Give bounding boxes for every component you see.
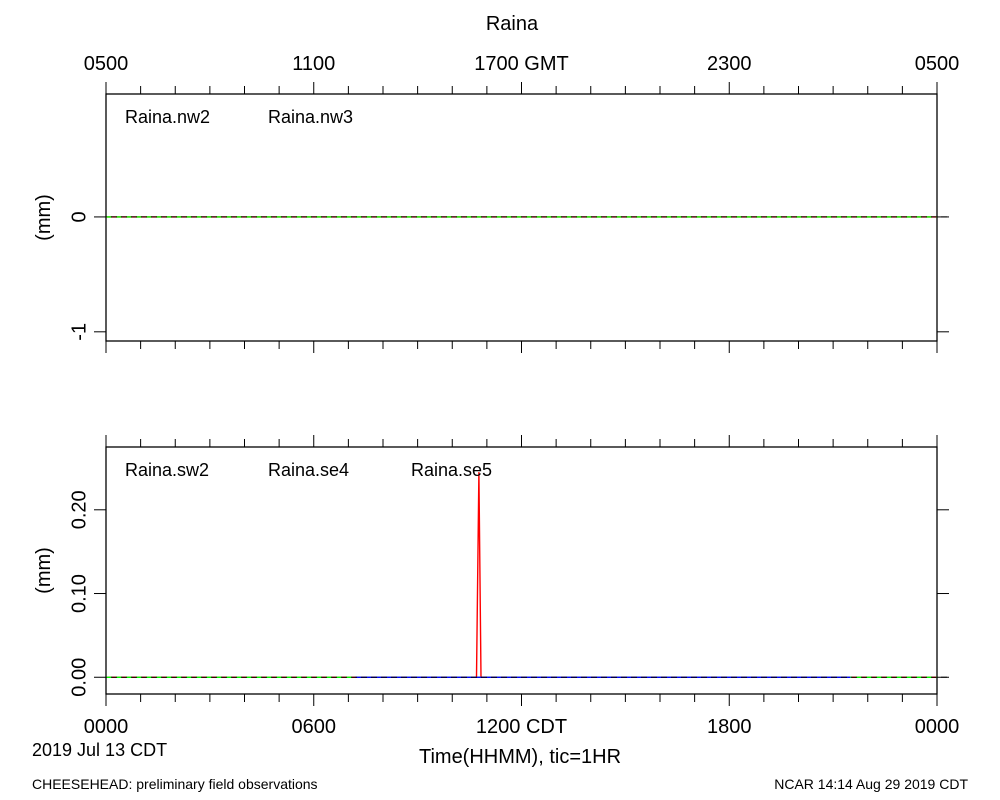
footer-right-text: NCAR 14:14 Aug 29 2019 CDT [774, 776, 968, 792]
y-tick-label: 0 [68, 211, 90, 222]
gmt-tick-label: 0500 [915, 53, 960, 75]
plot-frame [105, 446, 938, 695]
y-tick-label: 0.10 [68, 574, 90, 613]
y-axis-title: (mm) [33, 547, 55, 594]
legend-label: Raina.se4 [268, 460, 349, 480]
lower-panel: 0.00 0.10 0.20 (mm) Raina.sw2 Raina.se4 Raina.… [33, 435, 949, 706]
chart-title: Raina [486, 13, 539, 35]
gmt-tick-label: 1100 [292, 53, 335, 75]
cdt-axis-labels: 0000 0600 1200 CDT 1800 0000 [84, 716, 960, 738]
cdt-tick-label: 1800 [707, 716, 752, 738]
legend-label: Raina.sw2 [125, 460, 209, 480]
gmt-tick-label: 1700 GMT [474, 53, 568, 75]
legend-label: Raina.nw3 [268, 107, 353, 127]
y-tick-label: -1 [68, 323, 90, 341]
legend-label: Raina.nw2 [125, 107, 210, 127]
cdt-tick-label: 0000 [915, 716, 960, 738]
date-label: 2019 Jul 13 CDT [32, 740, 167, 760]
y-axis-title: (mm) [33, 194, 55, 241]
series-line [106, 472, 937, 678]
legend-label: Raina.se5 [411, 460, 492, 480]
y-tick-label: 0.20 [68, 490, 90, 529]
gmt-tick-label: 2300 [707, 53, 752, 75]
cdt-tick-label: 0000 [84, 716, 129, 738]
gmt-tick-label: 0500 [84, 53, 129, 75]
cdt-tick-label: 0600 [292, 716, 337, 738]
gmt-axis-labels: 0500 1100 1700 GMT 2300 0500 [84, 53, 960, 75]
cdt-tick-label: 1200 CDT [476, 716, 567, 738]
upper-panel: 0 -1 (mm) Raina.nw2 Raina.nw3 [33, 82, 949, 353]
footer-left-text: CHEESEHEAD: preliminary field observatio… [32, 776, 318, 792]
y-tick-label: 0.00 [68, 658, 90, 697]
x-axis-title: Time(HHMM), tic=1HR [419, 746, 621, 768]
